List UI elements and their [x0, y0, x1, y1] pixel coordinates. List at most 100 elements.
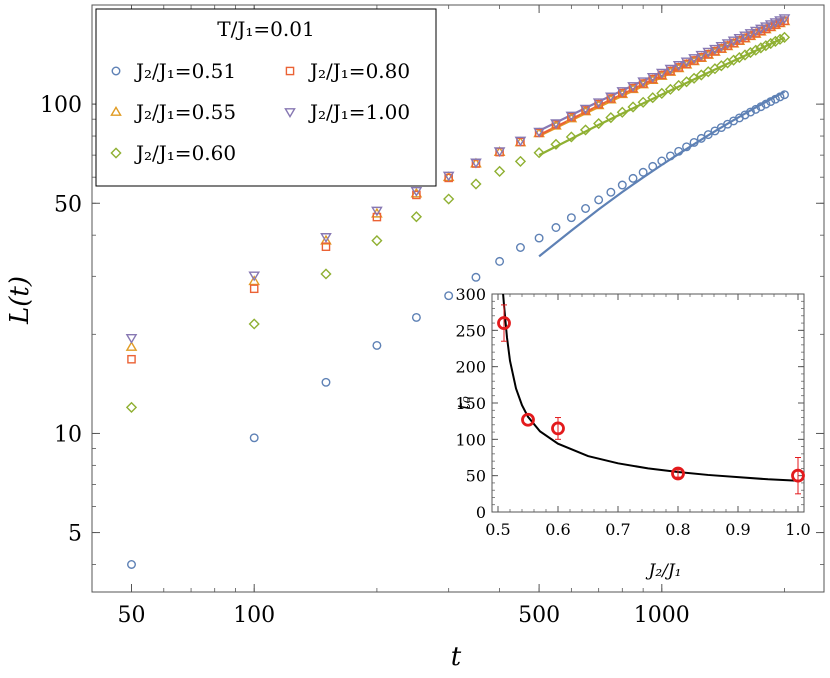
- data-point-series-0: [638, 167, 648, 177]
- data-point-series-4: [774, 16, 786, 27]
- data-point-series-4: [733, 33, 746, 44]
- inset-data-point: [671, 466, 685, 481]
- inset-x-tick-label: 1.0: [785, 520, 810, 539]
- data-point-series-4: [739, 31, 751, 42]
- data-point-series-2: [739, 49, 751, 61]
- data-point-series-3: [321, 242, 331, 252]
- data-point-series-4: [769, 18, 782, 29]
- legend-marker: [110, 106, 122, 116]
- data-point-series-4: [709, 44, 721, 55]
- data-point-series-0: [648, 161, 658, 171]
- legend-marker: [284, 108, 296, 118]
- data-point-series-0: [756, 102, 766, 112]
- data-point-series-1: [592, 99, 605, 110]
- data-point-series-0: [495, 256, 505, 266]
- data-point-series-2: [514, 155, 527, 167]
- y-tick-label: 10: [54, 422, 82, 447]
- data-point-series-2: [774, 33, 786, 45]
- data-point-series-4: [410, 187, 423, 197]
- data-point-series-2: [248, 318, 260, 330]
- legend-marker: [111, 66, 121, 76]
- data-point-series-4: [320, 233, 332, 243]
- data-point-series-4: [579, 104, 592, 115]
- data-point-series-0: [628, 173, 638, 183]
- inset-ticks: 0.5 0.6 0.7 0.8 0.9 1.0 0 50 100 150 200 250 300: [455, 285, 810, 539]
- data-point-series-2: [664, 83, 677, 95]
- legend-label: J₂/J₁=0.60: [134, 141, 236, 165]
- data-point-series-0: [411, 312, 421, 322]
- data-point-series-2: [744, 46, 757, 59]
- data-point-series-4: [565, 111, 578, 122]
- data-point-series-4: [514, 136, 527, 147]
- inset-data-point: [551, 421, 565, 436]
- inset-y-tick-label: 300: [455, 285, 486, 304]
- inset-data-points: [497, 304, 805, 495]
- data-point-series-0: [689, 137, 699, 147]
- data-point-series-4: [533, 127, 545, 138]
- data-point-series-4: [664, 64, 677, 75]
- data-point-series-4: [715, 41, 728, 52]
- data-point-series-2: [680, 76, 693, 88]
- inset-y-tick-label: 0: [476, 503, 486, 522]
- data-point-series-4: [248, 271, 261, 282]
- legend-marker: [285, 66, 295, 76]
- data-point-series-0: [581, 204, 591, 213]
- data-point-series-0: [444, 291, 454, 301]
- data-point-series-1: [565, 112, 578, 123]
- data-point-series-4: [755, 24, 767, 35]
- data-point-series-0: [657, 156, 667, 166]
- data-point-series-0: [780, 90, 789, 100]
- inset-background: [492, 294, 804, 512]
- data-point-series-2: [733, 51, 745, 64]
- inset-x-tick-label: 0.8: [665, 520, 690, 539]
- data-point-series-4: [637, 77, 649, 88]
- data-point-series-1: [248, 275, 261, 286]
- data-point-series-2: [494, 165, 506, 177]
- data-point-series-0: [682, 142, 692, 152]
- data-point-series-4: [371, 206, 383, 217]
- legend-label: J₂/J₁=1.00: [308, 100, 410, 124]
- data-point-series-2: [565, 131, 577, 143]
- y-tick-label: 50: [54, 192, 82, 217]
- data-point-series-0: [127, 560, 136, 569]
- data-point-series-2: [371, 235, 383, 247]
- legend-title: T/J₁=0.01: [217, 17, 314, 41]
- data-point-series-2: [470, 178, 482, 190]
- legend-entries: J₂/J₁=0.51 J₂/J₁=0.80 J₂/J₁=0.55 J₂/J₁=1.00…: [110, 59, 410, 165]
- data-point-series-0: [665, 151, 675, 161]
- inset-x-tick-label: 0.5: [485, 520, 510, 539]
- data-point-series-4: [744, 29, 757, 40]
- data-point-series-3: [412, 190, 421, 200]
- data-point-series-0: [703, 130, 713, 140]
- data-point-series-1: [320, 234, 332, 245]
- fit-curve-series-0: [538, 90, 786, 258]
- x-tick-label: 1000: [634, 603, 690, 628]
- main-data-points: [125, 14, 791, 569]
- data-point-series-4: [655, 68, 668, 79]
- data-point-series-3: [249, 284, 259, 294]
- data-point-series-4: [592, 98, 605, 109]
- data-point-series-4: [493, 147, 506, 158]
- data-point-series-2: [627, 101, 639, 113]
- inset-plot: 0.5 0.6 0.7 0.8 0.9 1.0 0 50 100 150 200 250 300 J₂/…: [455, 285, 811, 581]
- data-point-series-4: [778, 14, 791, 25]
- data-point-series-0: [745, 107, 755, 117]
- data-point-series-0: [249, 433, 259, 443]
- data-point-series-3: [372, 212, 382, 222]
- data-point-series-2: [616, 106, 628, 118]
- data-point-series-4: [442, 171, 455, 182]
- data-point-series-2: [755, 42, 767, 54]
- data-point-series-4: [749, 26, 762, 37]
- data-point-series-2: [410, 211, 422, 223]
- data-point-series-2: [769, 35, 782, 47]
- legend-marker: [110, 147, 122, 159]
- x-tick-label: 100: [233, 603, 275, 628]
- data-point-series-4: [646, 72, 659, 83]
- data-point-series-0: [761, 99, 771, 109]
- data-point-series-0: [606, 187, 616, 197]
- data-point-series-2: [688, 72, 700, 84]
- inset-x-axis-label: J₂/J₁: [646, 561, 682, 581]
- data-point-series-4: [672, 61, 685, 71]
- inset-x-tick-label: 0.7: [605, 520, 630, 539]
